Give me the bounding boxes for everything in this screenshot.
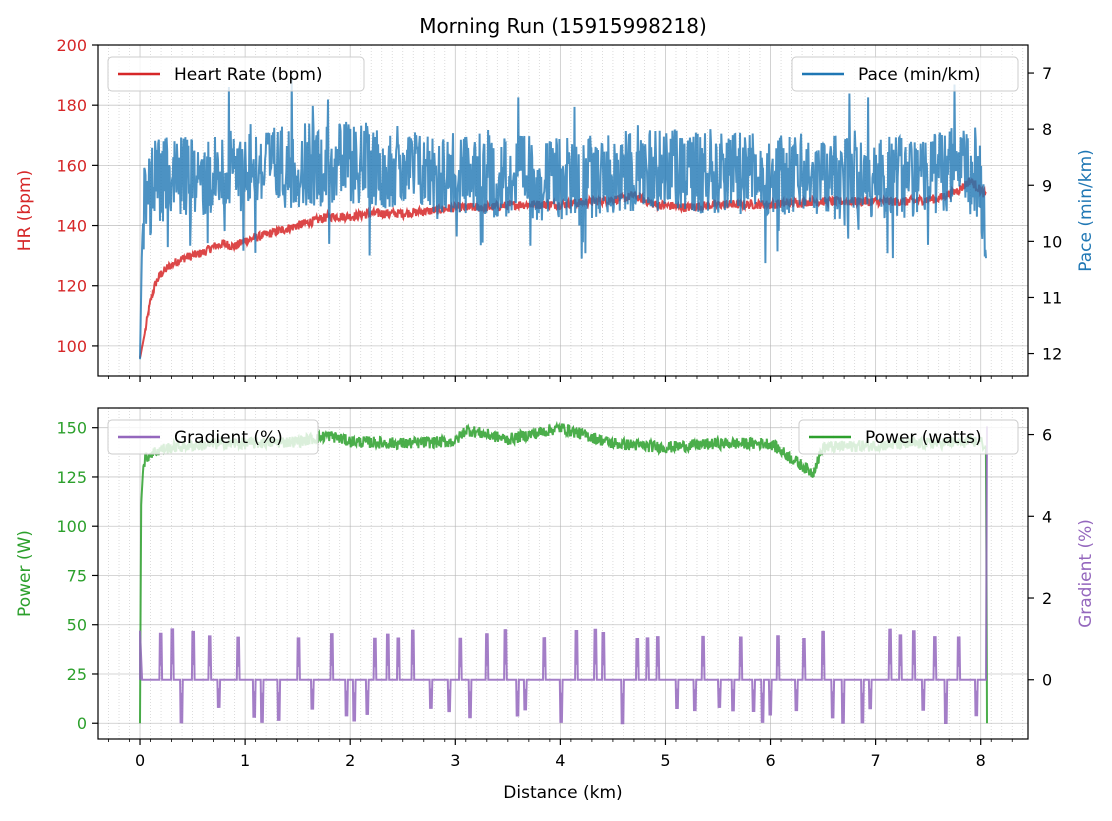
x-tick-label: 8 xyxy=(976,751,986,770)
legend-label: Pace (min/km) xyxy=(858,65,981,85)
bottom-left-tick-label: 150 xyxy=(56,419,87,438)
bottom-right-tick-label: 6 xyxy=(1042,426,1052,445)
bottom-left-tick-label: 50 xyxy=(67,616,87,635)
top-left-tick-label: 200 xyxy=(56,36,87,55)
bottom-left-axis-label: Power (W) xyxy=(15,530,35,617)
top-right-tick-label: 10 xyxy=(1042,232,1062,251)
bottom-left-tick-label: 25 xyxy=(67,665,87,684)
series-line-power xyxy=(139,420,988,724)
top-right-tick-label: 8 xyxy=(1042,120,1052,139)
bottom-left-tick-label: 0 xyxy=(77,714,87,733)
top-right-axis-label: Pace (min/km) xyxy=(1076,149,1096,272)
bottom-left-tick-label: 100 xyxy=(56,517,87,536)
top-right-tick-label: 9 xyxy=(1042,176,1052,195)
x-tick-label: 6 xyxy=(765,751,775,770)
legend-box xyxy=(791,56,1019,92)
x-tick-label: 5 xyxy=(660,751,670,770)
top-axes-frame xyxy=(97,44,1029,377)
legend-label: Heart Rate (bpm) xyxy=(174,65,323,85)
top-left-axis-label: HR (bpm) xyxy=(15,170,35,251)
legend-label: Power (watts) xyxy=(865,428,982,448)
x-tick-label: 3 xyxy=(450,751,460,770)
legend-box xyxy=(107,419,319,455)
top-left-tick-label: 100 xyxy=(56,337,87,356)
x-axis-label: Distance (km) xyxy=(503,783,622,803)
bottom-left-tick-label: 75 xyxy=(67,566,87,585)
top-legend-right-series: Pace (min/km) xyxy=(791,56,1019,92)
x-tick-label: 1 xyxy=(240,751,250,770)
legend-box xyxy=(798,419,1019,455)
bottom-right-axis-label: Gradient (%) xyxy=(1076,519,1096,628)
x-tick-label: 0 xyxy=(135,751,145,770)
x-tick-label: 7 xyxy=(871,751,881,770)
bottom-right-tick-label: 4 xyxy=(1042,507,1052,526)
bottom-right-tick-label: 0 xyxy=(1042,671,1052,690)
bottom-right-tick-label: 2 xyxy=(1042,589,1052,608)
bottom-left-tick-label: 125 xyxy=(56,468,87,487)
bottom-legend-left-series: Power (watts) xyxy=(798,419,1019,455)
top-right-tick-label: 11 xyxy=(1042,288,1062,307)
legend-label: Gradient (%) xyxy=(174,428,283,448)
top-left-tick-label: 120 xyxy=(56,277,87,296)
legend-box xyxy=(107,56,365,92)
bottom-legend-right-series: Gradient (%) xyxy=(107,419,319,455)
figure-title: Morning Run (15915998218) xyxy=(419,14,707,38)
top-right-tick-label: 12 xyxy=(1042,345,1062,364)
series-line-pace xyxy=(139,75,987,360)
top-right-tick-label: 7 xyxy=(1042,64,1052,83)
top-legend-left-series: Heart Rate (bpm) xyxy=(107,56,365,92)
series-line-gradient xyxy=(139,426,988,725)
top-left-tick-label: 180 xyxy=(56,96,87,115)
top-left-tick-label: 160 xyxy=(56,156,87,175)
top-panel: 100 120 140 160 180 200 7 8 9 10 11 12 HR (bpm) Pace … xyxy=(15,36,1096,382)
bottom-axes-frame xyxy=(97,407,1029,740)
top-left-tick-label: 140 xyxy=(56,217,87,236)
x-tick-label: 2 xyxy=(345,751,355,770)
x-tick-label: 4 xyxy=(555,751,565,770)
